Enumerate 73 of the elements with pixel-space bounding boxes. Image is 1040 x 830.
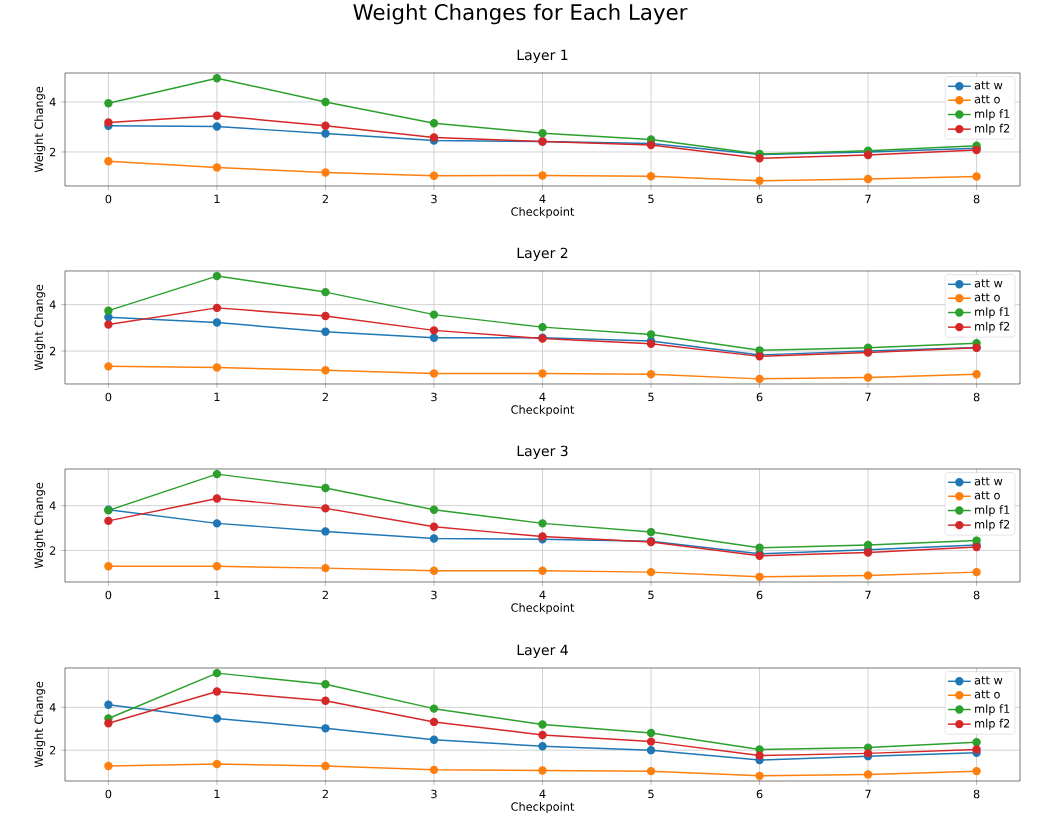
legend-label: att w (974, 676, 1003, 685)
chart-title: Layer 1 (517, 49, 568, 63)
y-tick-label: 2 (49, 147, 56, 157)
x-axis-title: Checkpoint (511, 603, 575, 615)
x-tick-label: 1 (214, 590, 220, 599)
x-tick-label: 4 (539, 194, 546, 203)
x-tick-label: 8 (973, 392, 980, 402)
x-tick-label: 0 (105, 392, 112, 402)
legend-label: mlp f2 (975, 718, 1010, 730)
legend-label: mlp f1 (975, 704, 1010, 716)
x-tick-label: 3 (431, 392, 437, 402)
x-tick-label: 0 (105, 590, 112, 600)
y-tick-label: 2 (49, 745, 56, 755)
x-tick-label: 4 (539, 590, 546, 599)
chart-title: Layer 4 (517, 644, 568, 658)
x-tick-label: 7 (865, 590, 871, 599)
x-tick-label: 5 (648, 194, 654, 204)
legend-label: att o (974, 95, 1000, 104)
legend-label: mlp f1 (975, 307, 1010, 319)
chart-title: Layer 3 (517, 445, 568, 459)
x-tick-label: 1 (214, 392, 220, 401)
x-tick-label: 3 (431, 789, 437, 799)
y-tick-label: 4 (49, 97, 56, 107)
legend-label: att o (974, 690, 1000, 699)
y-tick-label: 2 (49, 546, 56, 555)
x-tick-label: 5 (648, 590, 654, 600)
x-tick-label: 8 (973, 590, 980, 600)
x-tick-label: 2 (322, 789, 328, 799)
y-axis-title: Weight Change (34, 482, 46, 569)
x-tick-label: 1 (214, 789, 220, 798)
x-tick-label: 6 (756, 392, 763, 402)
legend-label: att w (974, 477, 1003, 486)
legend-label: mlp f2 (975, 321, 1010, 333)
x-tick-label: 6 (756, 590, 763, 600)
x-tick-label: 6 (756, 194, 763, 204)
x-tick-label: 4 (539, 392, 546, 401)
x-tick-label: 2 (322, 590, 328, 600)
x-axis-title: Checkpoint (511, 207, 575, 219)
y-tick-label: 2 (49, 346, 56, 356)
x-tick-label: 6 (756, 789, 763, 799)
x-axis-title: Checkpoint (511, 802, 575, 814)
x-tick-label: 2 (322, 392, 328, 402)
x-tick-label: 3 (431, 194, 437, 204)
x-tick-label: 7 (865, 194, 871, 203)
x-tick-label: 0 (105, 789, 112, 799)
y-axis-title: Weight Change (34, 86, 46, 173)
text: Weight Changes for Each Layer (353, 3, 688, 25)
x-tick-label: 8 (973, 194, 980, 204)
x-tick-label: 7 (865, 392, 871, 401)
x-tick-label: 1 (214, 194, 220, 203)
legend-label: mlp f2 (975, 123, 1010, 135)
y-tick-label: 4 (49, 703, 56, 712)
y-tick-label: 4 (49, 501, 56, 510)
x-axis-title: Checkpoint (511, 405, 575, 417)
legend-label: att o (974, 293, 1000, 302)
x-tick-label: 5 (648, 392, 654, 402)
legend-label: mlp f2 (975, 519, 1010, 531)
y-axis-title: Weight Change (34, 284, 46, 371)
x-tick-label: 8 (973, 789, 980, 799)
legend-label: mlp f1 (975, 109, 1010, 121)
legend-label: att o (974, 491, 1000, 500)
y-tick-label: 4 (49, 300, 56, 309)
legend-label: att w (974, 279, 1003, 288)
x-tick-label: 7 (865, 789, 871, 798)
x-tick-label: 5 (648, 789, 654, 799)
x-tick-label: 3 (431, 590, 437, 600)
legend-label: att w (974, 81, 1003, 90)
y-axis-title: Weight Change (34, 681, 46, 768)
legend-label: mlp f1 (975, 505, 1010, 517)
x-tick-label: 0 (105, 194, 112, 204)
x-tick-label: 2 (322, 194, 328, 204)
chart-title: Layer 2 (517, 247, 568, 261)
x-tick-label: 4 (539, 789, 546, 798)
